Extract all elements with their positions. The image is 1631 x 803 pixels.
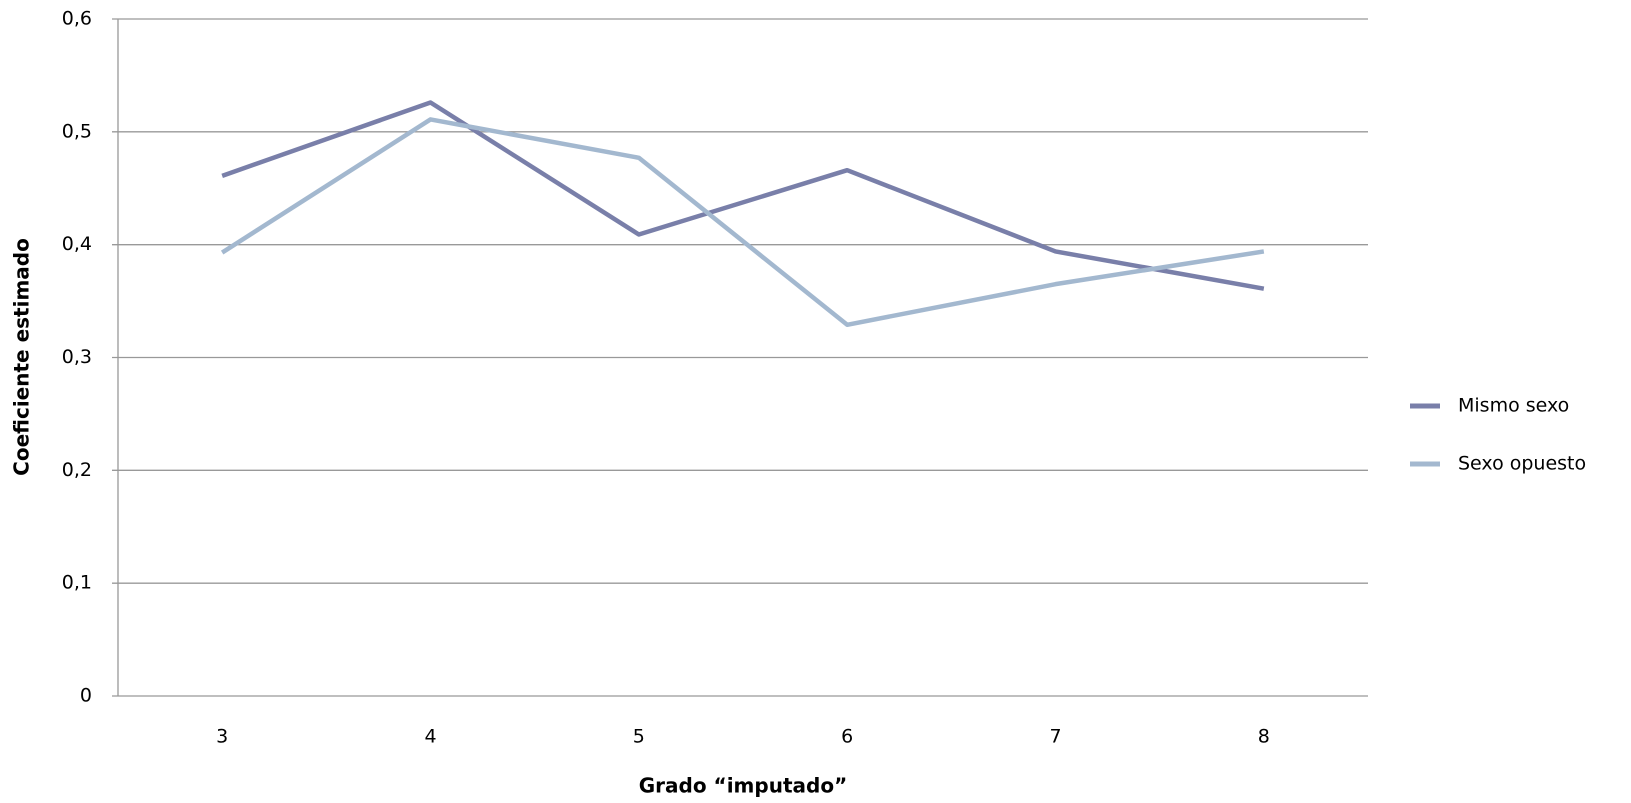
y-tick-label: 0,5 bbox=[62, 120, 92, 142]
x-tick-label: 4 bbox=[424, 726, 436, 748]
x-tick-label: 3 bbox=[216, 726, 228, 748]
x-tick-label: 6 bbox=[841, 726, 853, 748]
x-tick-label: 8 bbox=[1258, 726, 1270, 748]
y-tick-label: 0,2 bbox=[62, 459, 92, 481]
y-tick-label: 0,3 bbox=[62, 346, 92, 368]
y-tick-label: 0,4 bbox=[62, 233, 92, 255]
legend-label: Mismo sexo bbox=[1458, 395, 1569, 417]
y-tick-label: 0,1 bbox=[62, 572, 92, 594]
y-axis-title: Coeficiente estimado bbox=[10, 238, 34, 476]
x-axis-title: Grado “imputado” bbox=[639, 774, 847, 798]
x-tick-label: 7 bbox=[1049, 726, 1061, 748]
legend-label: Sexo opuesto bbox=[1458, 453, 1586, 475]
x-tick-label: 5 bbox=[633, 726, 645, 748]
y-tick-label: 0 bbox=[80, 685, 92, 707]
y-tick-label: 0,6 bbox=[62, 8, 92, 30]
series-line bbox=[220, 117, 1265, 328]
series-line bbox=[221, 100, 1265, 291]
